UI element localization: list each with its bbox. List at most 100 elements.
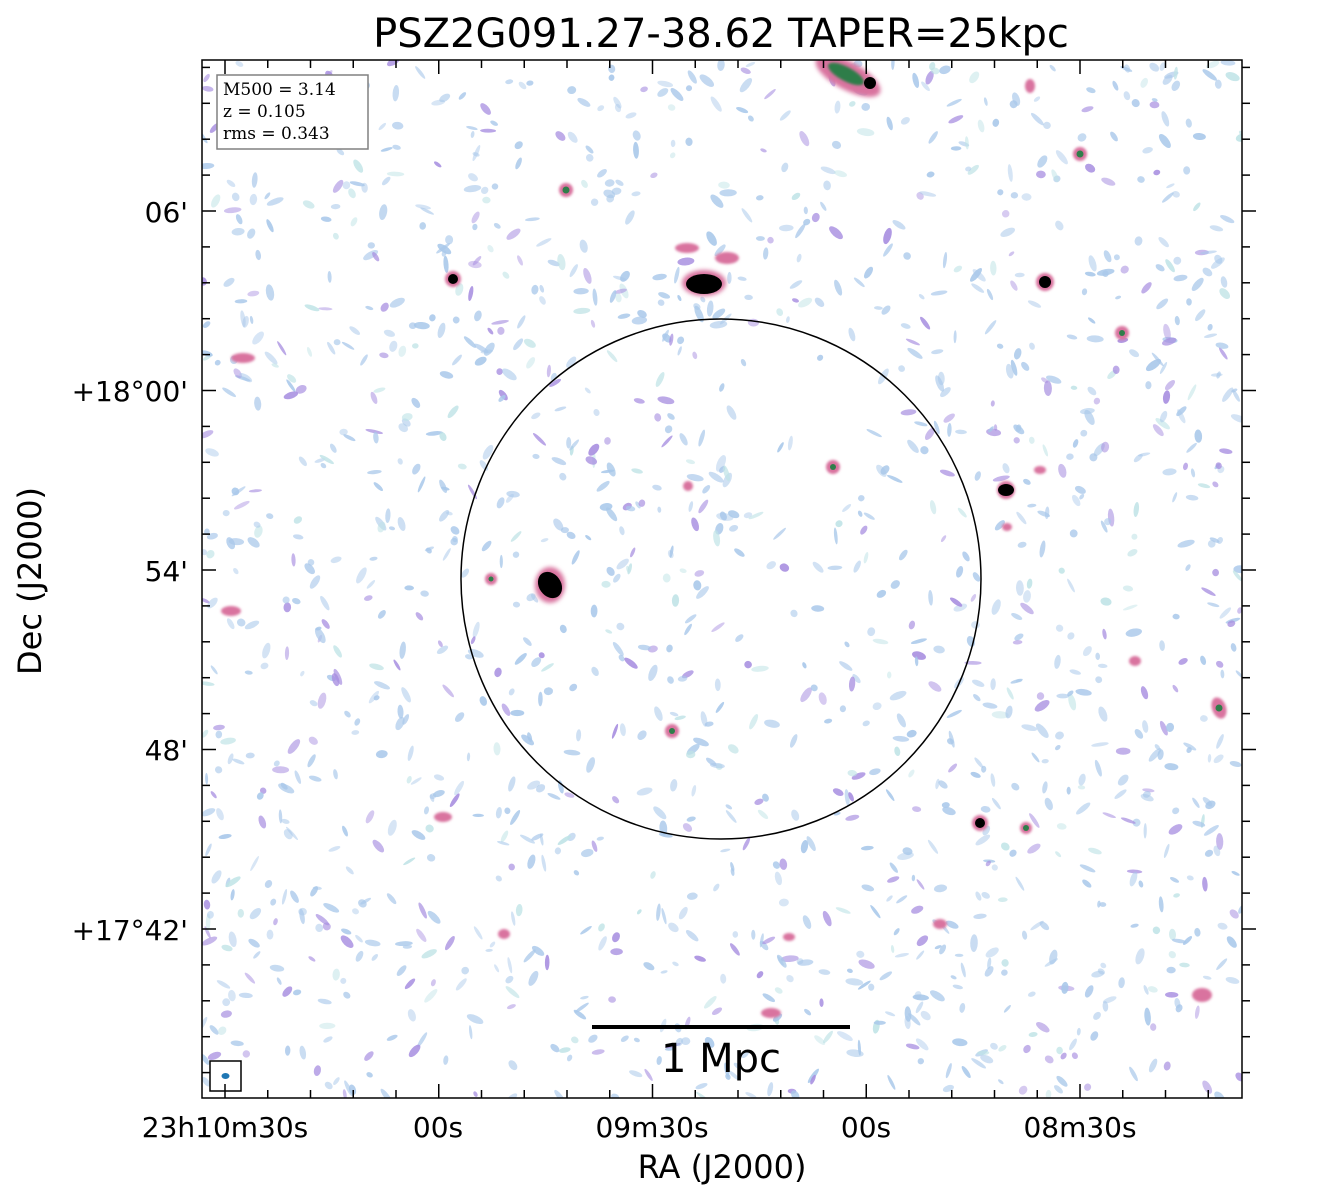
noise-blob [433,161,442,168]
noise-blob [1131,99,1140,108]
noise-blob [470,131,475,138]
noise-blob [336,148,345,156]
noise-blob [747,115,754,122]
noise-blob [921,81,930,92]
noise-blob [398,423,408,433]
noise-blob [1018,1085,1028,1095]
noise-blob [351,730,360,735]
noise-blob [437,640,443,648]
noise-blob [1151,352,1164,367]
noise-blob [990,1042,998,1050]
noise-blob [304,563,315,575]
noise-blob [247,290,260,297]
dec-tick-label: +17°42' [72,914,188,947]
noise-blob [911,874,916,882]
noise-blob [713,530,721,547]
noise-blob [1021,361,1030,371]
noise-blob [845,978,864,986]
noise-blob [481,540,492,552]
noise-blob [1172,807,1180,815]
noise-blob [755,236,765,241]
noise-blob [302,200,315,209]
noise-blob [413,321,430,330]
noise-blob [1172,613,1180,620]
noise-blob [652,484,662,491]
noise-blob [1036,1021,1050,1033]
noise-blob [727,271,732,284]
noise-blob [776,308,784,316]
noise-blob [202,1077,211,1087]
noise-blob [1192,132,1206,141]
noise-blob [948,115,964,124]
noise-blob [693,737,709,747]
noise-blob [669,152,676,159]
noise-blob [452,354,462,366]
noise-blob [915,1001,924,1014]
ra-tick-labels: 23h10m30s 00s 09m30s 00s 08m30s [142,1111,1137,1144]
noise-blob [881,305,891,315]
noise-blob [857,980,871,990]
noise-blob [466,752,471,762]
noise-blob [824,718,833,724]
noise-blob [1155,418,1170,430]
noise-blob [970,594,977,602]
noise-blob [228,931,237,948]
noise-blob [251,172,258,188]
noise-blob [827,565,843,571]
noise-blob [962,551,970,562]
noise-blob [404,585,414,591]
noise-blob [266,513,274,519]
noise-blob [943,413,955,423]
noise-blob [1207,602,1220,608]
noise-blob [1021,193,1032,201]
noise-blob [872,638,889,645]
noise-blob [226,179,236,188]
noise-blob [474,310,482,322]
noise-blob [1151,98,1158,102]
noise-blob [1046,375,1062,384]
noise-blob [681,1037,691,1045]
noise-blob [226,618,235,630]
noise-blob [235,60,244,67]
noise-blob [461,966,470,975]
noise-blob [1010,280,1018,291]
noise-blob [281,818,290,824]
noise-blob [495,875,502,882]
noise-blob [520,834,535,844]
noise-blob [1216,734,1224,749]
noise-blob [699,74,715,87]
noise-blob [493,223,501,229]
noise-blob [443,1055,449,1065]
noise-blob [385,508,391,523]
noise-blob [497,326,505,335]
noise-blob [457,463,467,470]
noise-blob [1164,763,1179,771]
noise-blob [614,288,627,294]
noise-blob [585,534,592,541]
noise-blob [250,855,259,872]
noise-blob [1135,948,1145,965]
noise-blob [348,188,356,199]
noise-blob [685,85,693,92]
noise-blob [377,610,386,619]
noise-blob [1009,849,1017,857]
noise-blob [531,412,541,420]
noise-blob [804,1008,812,1016]
noise-blob [620,1035,629,1042]
noise-blob [1148,1058,1158,1073]
noise-blob [1216,833,1224,850]
noise-blob [401,687,411,703]
noise-blob [657,396,675,405]
dec-tick-label: 06' [145,196,188,229]
noise-blob [1158,896,1164,913]
noise-blob [395,941,413,947]
noise-blob [343,991,351,999]
noise-blob [1130,923,1139,928]
noise-blob [468,173,478,182]
noise-blob [612,641,624,657]
noise-blob [845,814,860,821]
noise-blob [397,458,403,465]
noise-blob [935,375,945,392]
noise-blob [1177,539,1195,548]
noise-blob [506,1004,516,1010]
